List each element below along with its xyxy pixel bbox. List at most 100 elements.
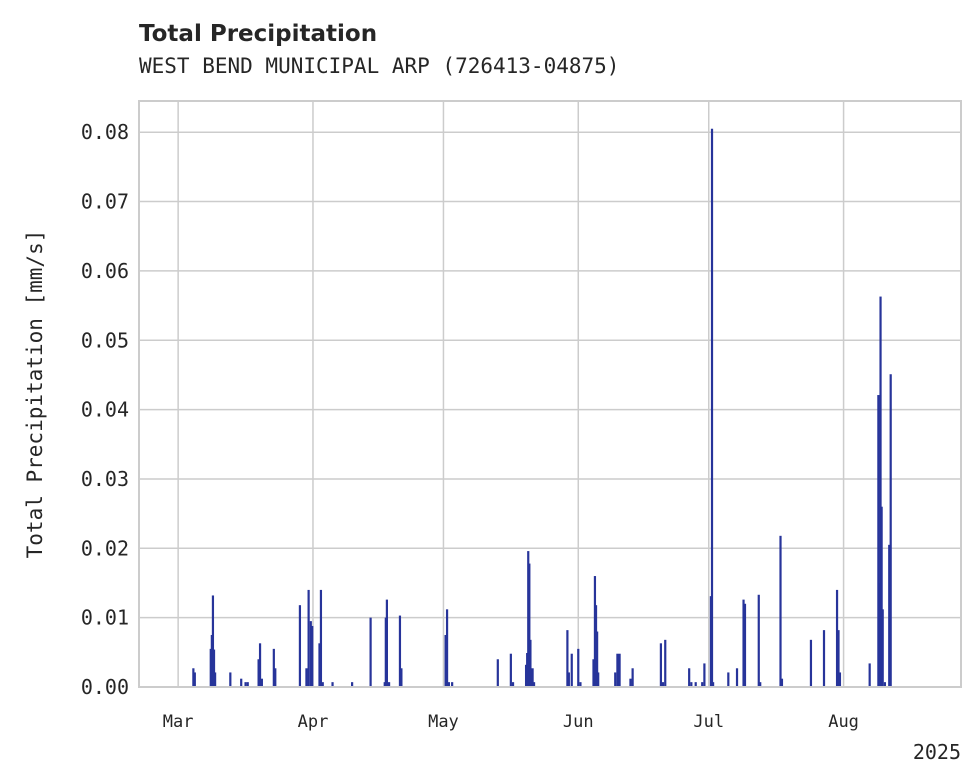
y-tick-label: 0.03 — [81, 467, 129, 491]
precip-bar — [246, 682, 249, 687]
precip-bar — [240, 678, 243, 687]
precip-bar — [631, 668, 634, 687]
grid-layer — [139, 101, 961, 688]
precip-bar — [883, 682, 886, 687]
precip-bar — [759, 682, 762, 687]
precip-bar — [742, 599, 745, 687]
precip-bar — [567, 672, 570, 687]
precip-bar — [272, 648, 275, 687]
precip-bar — [596, 631, 599, 687]
precip-bar — [400, 668, 403, 687]
precip-bar — [577, 648, 580, 687]
precip-bar — [319, 589, 323, 687]
precip-bar — [351, 682, 354, 687]
x-tick-label: Apr — [298, 712, 329, 732]
y-tick-label: 0.06 — [81, 259, 129, 283]
precip-bar — [868, 663, 871, 687]
precip-bar — [298, 605, 302, 687]
precip-bar — [889, 374, 892, 687]
y-axis-label: Total Precipitation [mm/s] — [23, 230, 47, 559]
y-tick-label: 0.00 — [81, 675, 129, 699]
precip-bar — [260, 678, 263, 687]
precip-bar — [511, 682, 515, 687]
precip-bar — [528, 563, 531, 687]
precip-bar — [881, 609, 884, 687]
precip-bar — [318, 643, 321, 687]
precip-bar — [592, 659, 595, 687]
precip-bar — [444, 634, 447, 687]
precip-bar — [529, 639, 532, 687]
precip-bar — [579, 682, 582, 687]
precip-bar — [710, 128, 714, 688]
precip-bar — [703, 663, 706, 687]
y-tick-label: 0.08 — [81, 120, 129, 144]
precip-bar — [311, 625, 314, 687]
precip-bar — [447, 682, 450, 687]
x-tick-label: Aug — [828, 712, 859, 732]
precip-bar — [509, 653, 512, 687]
precip-bar — [309, 621, 312, 687]
precip-bar — [629, 678, 632, 687]
precip-bar — [688, 668, 691, 687]
precip-bar — [664, 639, 667, 687]
precip-bar — [743, 603, 747, 687]
precip-bar — [809, 639, 813, 687]
precip-bar — [387, 682, 391, 687]
precip-bar — [780, 678, 784, 687]
x-tick-label: May — [428, 712, 459, 732]
bars-layer — [192, 128, 892, 688]
chart-subtitle: WEST BEND MUNICIPAL ARP (726413-04875) — [139, 54, 619, 78]
precip-bar — [694, 682, 697, 687]
precip-bar — [211, 595, 215, 687]
chart-title: Total Precipitation — [139, 21, 377, 47]
precip-bar — [445, 609, 449, 687]
precip-bar — [712, 682, 715, 687]
precip-bar — [566, 630, 569, 687]
precip-bar — [835, 589, 839, 687]
precip-bar — [779, 535, 782, 687]
y-tick-label: 0.05 — [81, 328, 129, 352]
precip-bar — [877, 395, 880, 687]
precip-bar — [331, 682, 334, 687]
precip-bar — [888, 544, 891, 687]
y-tick-label: 0.02 — [81, 536, 129, 560]
precip-bar — [531, 668, 534, 687]
precip-bar — [659, 643, 662, 687]
precip-bar — [451, 682, 454, 687]
precip-bar — [838, 672, 842, 687]
precip-bar — [274, 668, 277, 687]
year-label: 2025 — [913, 740, 961, 764]
y-tick-label: 0.01 — [81, 606, 129, 630]
precip-bar — [532, 682, 536, 687]
precip-bar — [369, 617, 372, 687]
precip-bar — [616, 653, 619, 687]
x-tick-label: Jun — [563, 712, 594, 732]
precip-bar — [727, 672, 730, 687]
precip-bar — [212, 649, 216, 687]
x-tick-labels: Mar Apr May Jun Jul Aug — [163, 712, 859, 732]
precip-bar — [385, 599, 388, 687]
precip-bar — [822, 630, 826, 687]
y-tick-label: 0.04 — [81, 398, 129, 422]
plot-frame — [138, 100, 962, 688]
y-tick-label: 0.07 — [81, 190, 129, 214]
precip-bar — [618, 653, 621, 687]
precip-bar — [257, 659, 260, 687]
precip-bar — [321, 682, 324, 687]
precip-bar — [258, 643, 262, 687]
precip-bar — [879, 296, 882, 687]
precip-bar — [757, 594, 760, 687]
precip-bar — [597, 672, 600, 687]
precip-bar — [398, 615, 402, 687]
y-tick-labels: 0.00 0.01 0.02 0.03 0.04 0.05 0.06 0.07 0.08 — [81, 120, 129, 699]
precip-bar — [193, 672, 196, 687]
precip-bar — [496, 659, 499, 687]
precip-bar — [244, 682, 247, 687]
precip-bar — [305, 668, 308, 687]
precip-bar — [229, 672, 232, 687]
precip-bar — [307, 589, 310, 687]
precip-bar — [614, 672, 617, 687]
precip-bar — [192, 668, 195, 687]
precip-bar — [690, 682, 693, 687]
